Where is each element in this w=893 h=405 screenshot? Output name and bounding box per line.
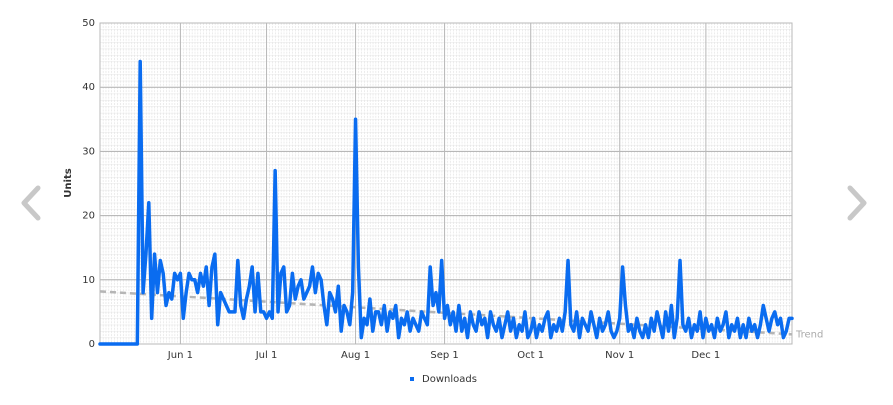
y-tick-label: 0	[89, 339, 95, 350]
y-tick-label: 50	[82, 18, 95, 29]
x-tick-label: Jul 1	[255, 350, 278, 361]
y-axis-label: Units	[63, 168, 74, 197]
x-tick-label: Nov 1	[605, 350, 634, 361]
legend-swatch	[410, 377, 414, 381]
plot-frame	[99, 22, 793, 345]
y-tick-label: 30	[82, 146, 95, 157]
x-tick-label: Jun 1	[167, 350, 193, 361]
next-arrow[interactable]	[847, 185, 867, 221]
x-tick-label: Aug 1	[341, 350, 370, 361]
trend-label: Trend	[795, 329, 823, 340]
y-tick-label: 40	[82, 82, 95, 93]
series-line	[98, 59, 794, 346]
legend-label: Downloads	[422, 374, 477, 385]
y-tick-label: 10	[82, 275, 95, 286]
plot-background	[100, 23, 792, 344]
y-tick-label: 20	[82, 211, 95, 222]
x-tick-label: Sep 1	[430, 350, 458, 361]
x-tick-label: Oct 1	[517, 350, 544, 361]
x-tick-label: Dec 1	[691, 350, 720, 361]
prev-arrow[interactable]	[21, 185, 41, 221]
